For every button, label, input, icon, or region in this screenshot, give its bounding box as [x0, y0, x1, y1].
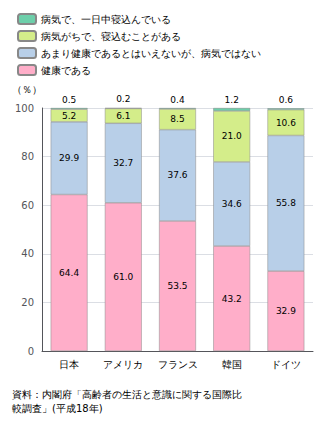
svg-text:34.6: 34.6	[222, 199, 242, 209]
svg-text:55.8: 55.8	[276, 198, 296, 208]
svg-text:較調査」(平成18年): 較調査」(平成18年)	[12, 403, 103, 414]
svg-text:0.6: 0.6	[279, 95, 294, 105]
svg-text:20: 20	[21, 297, 34, 308]
svg-text:32.7: 32.7	[113, 158, 133, 168]
svg-text:0: 0	[28, 346, 34, 357]
svg-text:アメリカ: アメリカ	[103, 359, 143, 370]
svg-text:53.5: 53.5	[167, 281, 187, 291]
svg-text:0.2: 0.2	[116, 94, 130, 104]
svg-text:37.6: 37.6	[167, 170, 187, 180]
svg-text:健康である: 健康である	[41, 65, 91, 76]
svg-text:8.5: 8.5	[170, 114, 184, 124]
svg-text:0.4: 0.4	[170, 95, 185, 105]
svg-text:0.5: 0.5	[62, 95, 76, 105]
svg-text:日本: 日本	[59, 359, 79, 370]
svg-text:40: 40	[21, 248, 34, 259]
svg-text:29.9: 29.9	[59, 153, 79, 163]
svg-text:あまり健康であるとはいえないが、病気ではない: あまり健康であるとはいえないが、病気ではない	[41, 48, 261, 59]
svg-text:1.2: 1.2	[225, 95, 239, 105]
svg-text:21.0: 21.0	[222, 131, 242, 141]
svg-text:6.1: 6.1	[116, 111, 130, 121]
svg-text:80: 80	[21, 151, 34, 162]
svg-text:32.9: 32.9	[276, 306, 296, 316]
svg-text:病気がちで、寝込むことがある: 病気がちで、寝込むことがある	[41, 31, 181, 42]
svg-text:64.4: 64.4	[59, 268, 79, 278]
svg-text:資料：内閣府「高齢者の生活と意識に関する国際比: 資料：内閣府「高齢者の生活と意識に関する国際比	[12, 389, 242, 400]
svg-text:ドイツ: ドイツ	[271, 359, 301, 370]
svg-text:病気で、一日中寝込んでいる: 病気で、一日中寝込んでいる	[41, 14, 171, 25]
svg-text:10.6: 10.6	[276, 118, 296, 128]
svg-text:100: 100	[15, 103, 34, 114]
svg-text:60: 60	[21, 200, 34, 211]
svg-text:（％）: （％）	[12, 84, 42, 95]
svg-text:61.0: 61.0	[113, 272, 133, 282]
svg-text:43.2: 43.2	[222, 294, 242, 304]
svg-text:フランス: フランス	[158, 359, 198, 370]
svg-text:韓国: 韓国	[222, 359, 242, 370]
svg-text:5.2: 5.2	[62, 111, 76, 121]
